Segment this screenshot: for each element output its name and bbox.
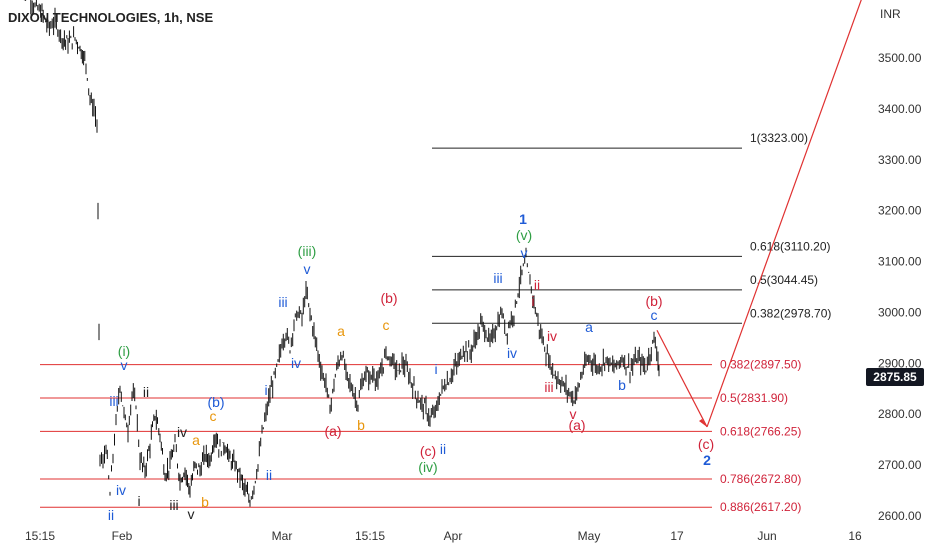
wave-label: c xyxy=(651,307,658,323)
wave-label: (iii) xyxy=(298,243,317,259)
fib-extension-levels: 1(3323.00) 0.618(3110.20) 0.5(3044.45) 0.38… xyxy=(432,131,831,324)
wave-label: iv xyxy=(507,345,517,361)
wave-label: ii xyxy=(266,467,272,483)
wave-label: iv xyxy=(291,355,301,371)
y-tick-label: 3200.00 xyxy=(878,204,922,218)
wave-label: i xyxy=(264,382,267,398)
wave-label: iii xyxy=(169,497,178,513)
wave-label: iv xyxy=(177,424,187,440)
wave-label: ii xyxy=(108,507,114,523)
y-tick-label: 3500.00 xyxy=(878,51,922,65)
wave-label: a xyxy=(337,323,345,339)
wave-label: c xyxy=(210,408,217,424)
x-tick-label: 17 xyxy=(670,529,684,543)
fib-retracement-label: 0.5(2831.90) xyxy=(720,391,788,405)
price-axis[interactable]: 2600.00 2700.00 2800.00 2900.00 3000.00 3100.… xyxy=(878,51,922,523)
x-tick-label: May xyxy=(578,529,601,543)
wave-label: (b) xyxy=(645,293,662,309)
fib-extension-label: 1(3323.00) xyxy=(750,131,808,145)
wave-label: v xyxy=(304,261,311,277)
projection-line xyxy=(706,0,862,428)
wave-label: (c) xyxy=(698,436,714,452)
x-tick-label: 15:15 xyxy=(355,529,385,543)
wave-label: (iv) xyxy=(418,459,437,475)
wave-label: i xyxy=(137,493,140,509)
wave-label: (b) xyxy=(380,290,397,306)
x-tick-label: 15:15 xyxy=(25,529,55,543)
x-tick-label: 16 xyxy=(848,529,862,543)
fib-retracement-levels: 0.382(2897.50) 0.5(2831.90) 0.618(2766.25)… xyxy=(40,358,801,514)
projection-line xyxy=(656,329,708,428)
y-tick-label: 2700.00 xyxy=(878,458,922,472)
projection-lines xyxy=(656,0,862,428)
wave-label: i xyxy=(434,361,437,377)
chart-title: DIXON TECHNOLOGIES, 1h, NSE xyxy=(8,10,213,25)
wave-label: a xyxy=(585,319,593,335)
wave-label: ii xyxy=(534,277,540,293)
wave-label: b xyxy=(201,494,209,510)
wave-label: b xyxy=(357,417,365,433)
time-axis[interactable]: 15:15 Feb Mar 15:15 Apr May 17 Jun 16 xyxy=(25,529,862,543)
wave-label: v xyxy=(521,245,528,261)
wave-label: c xyxy=(383,317,390,333)
last-price-badge: 2875.85 xyxy=(866,368,924,386)
y-tick-label: 2900.00 xyxy=(878,356,922,370)
wave-label: (a) xyxy=(324,423,341,439)
wave-label: ii xyxy=(440,441,446,457)
wave-label: (b) xyxy=(207,394,224,410)
wave-label: v xyxy=(188,506,195,522)
y-tick-label: 2600.00 xyxy=(878,509,922,523)
projection-arrow-icon xyxy=(699,418,707,427)
wave-label: (i) xyxy=(118,343,130,359)
y-tick-label: 3100.00 xyxy=(878,255,922,269)
wave-label: ii xyxy=(143,384,149,400)
fib-retracement-label: 0.786(2672.80) xyxy=(720,472,801,486)
x-tick-label: Apr xyxy=(444,529,463,543)
last-price-value: 2875.85 xyxy=(873,370,917,384)
fib-retracement-label: 0.382(2897.50) xyxy=(720,358,801,372)
fib-extension-label: 0.618(3110.20) xyxy=(750,239,831,253)
wave-label: 2 xyxy=(703,452,711,468)
y-tick-label: 3300.00 xyxy=(878,153,922,167)
wave-label: iii xyxy=(493,270,502,286)
wave-label: b xyxy=(618,377,626,393)
wave-label: (a) xyxy=(568,417,585,433)
fib-extension-label: 0.5(3044.45) xyxy=(750,273,818,287)
fib-retracement-label: 0.618(2766.25) xyxy=(720,424,801,438)
wave-label: 1 xyxy=(519,211,527,227)
x-tick-label: Mar xyxy=(272,529,293,543)
y-tick-label: 3400.00 xyxy=(878,102,922,116)
y-tick-label: 3000.00 xyxy=(878,305,922,319)
fib-extension-label: 0.382(2978.70) xyxy=(750,306,831,320)
wave-label: v xyxy=(121,357,128,373)
y-tick-label: 2800.00 xyxy=(878,407,922,421)
fib-retracement-label: 0.886(2617.20) xyxy=(720,500,801,514)
currency-label: INR xyxy=(880,7,901,21)
wave-label: iii xyxy=(278,294,287,310)
wave-label: (c) xyxy=(420,443,436,459)
wave-label: iv xyxy=(547,328,557,344)
wave-label: iv xyxy=(116,482,126,498)
x-tick-label: Feb xyxy=(112,529,133,543)
price-series xyxy=(23,0,660,507)
x-tick-label: Jun xyxy=(757,529,776,543)
wave-label: i xyxy=(531,293,534,309)
wave-label: v xyxy=(570,406,577,422)
wave-label: iii xyxy=(109,393,118,409)
wave-label: (v) xyxy=(516,227,532,243)
wave-label: iii xyxy=(544,379,553,395)
wave-label: a xyxy=(192,432,200,448)
